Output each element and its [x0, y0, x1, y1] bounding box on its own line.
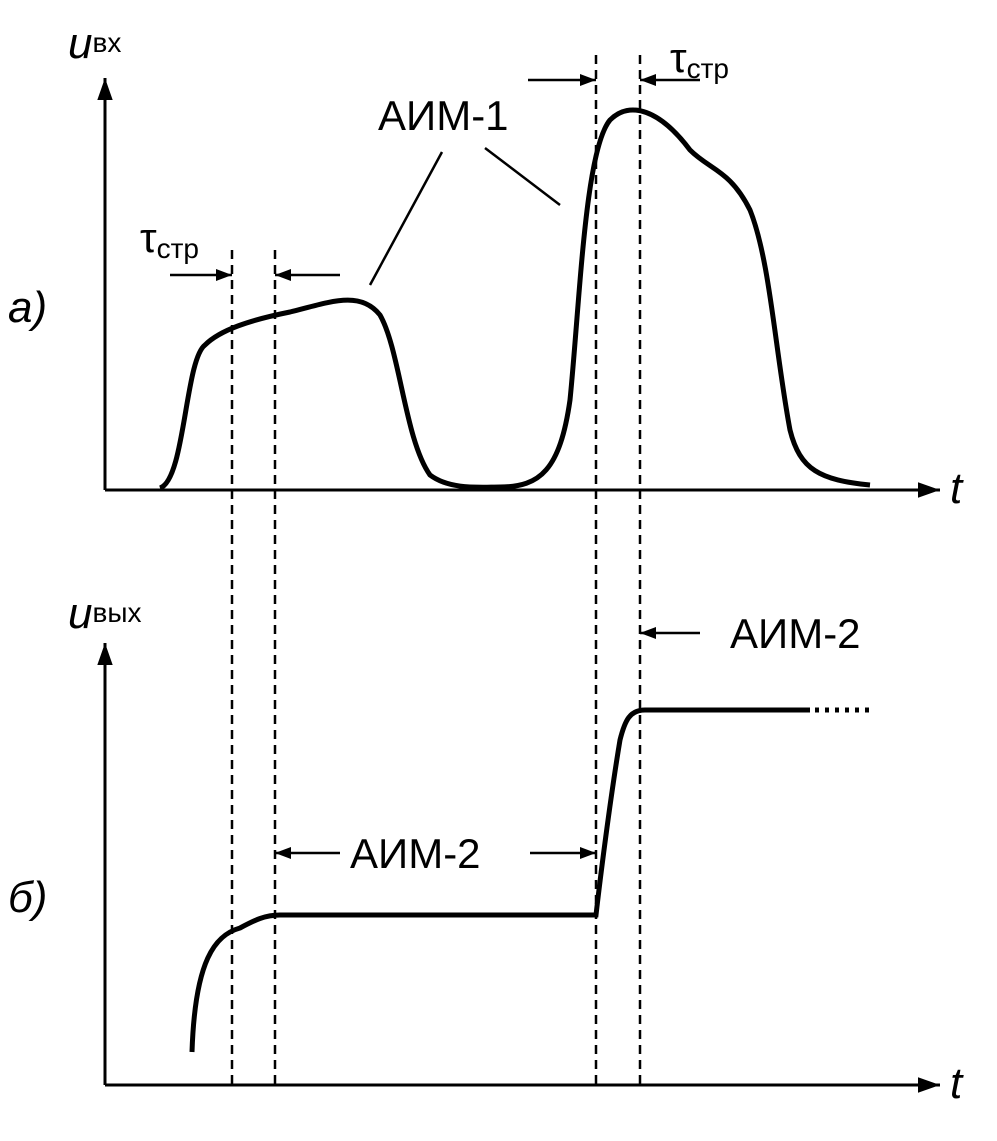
panel-label: а) [8, 283, 47, 332]
y-axis-label: uвых [68, 589, 141, 638]
tau-label: τстр [670, 34, 729, 84]
panel-b: uвых t б) АИМ-2 АИМ-2 [8, 589, 964, 1108]
subscript: стр [157, 233, 199, 264]
symbol: u [68, 589, 92, 638]
x-axis-label: t [950, 464, 964, 513]
leader-line [484, 147, 561, 206]
subscript: стр [687, 53, 729, 84]
symbol: u [68, 19, 92, 68]
subscript: вх [92, 27, 121, 58]
aim2-label: АИМ-2 [350, 830, 481, 877]
aim1-label: АИМ-1 [378, 92, 509, 139]
x-axis-label: t [950, 1059, 964, 1108]
panel-a: uвх t а) τстр τстр АИМ-1 [8, 19, 964, 513]
symbol: τ [140, 214, 157, 261]
y-axis-label: uвх [68, 19, 121, 68]
leader-line [368, 151, 444, 286]
symbol: τ [670, 34, 687, 81]
panel-label: б) [8, 873, 47, 922]
input-signal [158, 107, 871, 491]
aim2-label: АИМ-2 [730, 610, 861, 657]
subscript: вых [92, 597, 141, 628]
tau-label: τстр [140, 214, 199, 264]
output-signal [189, 707, 810, 1053]
